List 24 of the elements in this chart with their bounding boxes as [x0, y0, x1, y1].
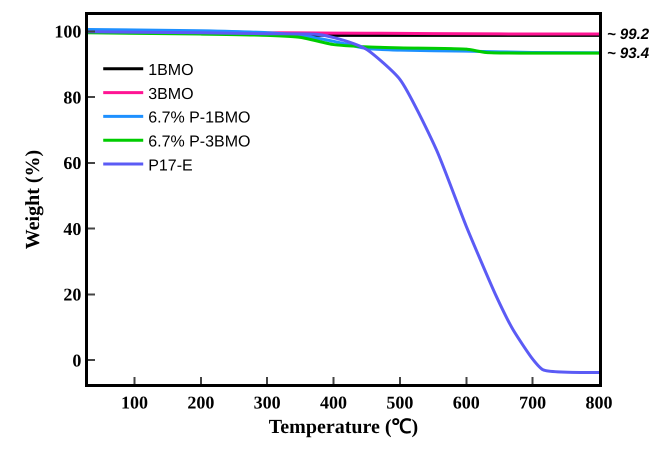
y-tick-label: 60 — [63, 153, 82, 174]
annotation: ~ 93.4 — [607, 45, 650, 62]
y-tick-label: 40 — [63, 218, 82, 239]
x-tick-label: 100 — [120, 392, 148, 413]
x-tick-label: 300 — [254, 392, 281, 413]
y-tick-label: 0 — [72, 350, 82, 370]
legend-label: 1BMO — [148, 62, 194, 80]
y-tick-label: 80 — [63, 87, 82, 108]
legend-label: 3BMO — [148, 86, 194, 103]
legend-label: 6.7% P-1BMO — [148, 110, 250, 127]
annotation: ~ 99.2 — [607, 26, 650, 43]
y-tick-label: 100 — [54, 22, 82, 42]
y-tick-label: 20 — [63, 284, 82, 305]
line-series — [88, 30, 599, 374]
x-axis-title: Temperature (℃) — [268, 416, 418, 438]
x-tick-label: 500 — [386, 392, 414, 413]
x-tick-label: 400 — [320, 392, 348, 413]
y-axis-title: Weight (%) — [22, 150, 44, 250]
legend-label: 6.7% P-3BMO — [148, 133, 250, 150]
x-tick-label: 600 — [452, 392, 480, 413]
x-tick-label: 700 — [519, 392, 546, 413]
x-tick-label: 200 — [187, 392, 214, 413]
legend-label: P17-E — [148, 157, 193, 174]
x-tick-label: 800 — [586, 392, 612, 413]
